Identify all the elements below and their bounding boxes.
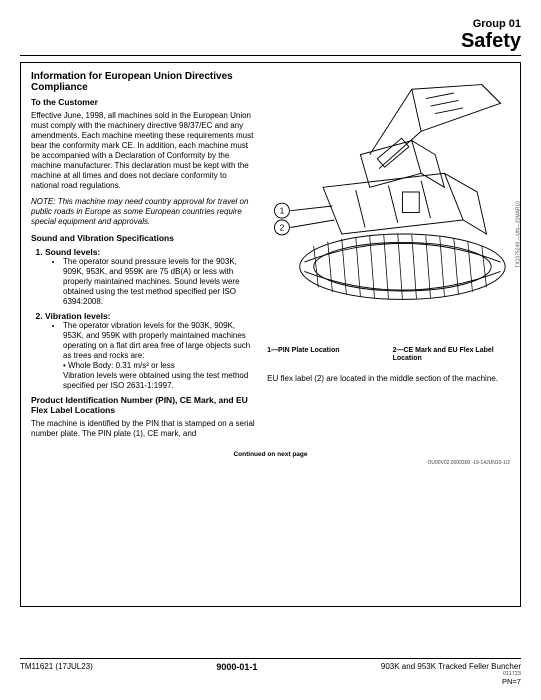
page-title: Safety	[20, 30, 521, 53]
header-rule	[20, 55, 521, 56]
pin-paragraph: The machine is identified by the PIN tha…	[31, 419, 255, 439]
continuation-paragraph: EU flex label (2) are located in the mid…	[267, 374, 510, 384]
footer-rule	[20, 658, 521, 659]
spec-heading: Sound and Vibration Specifications	[31, 233, 255, 243]
callout-2-label: 2	[280, 222, 285, 232]
vibration-sub2: Vibration levels were obtained using the…	[63, 371, 255, 391]
sound-levels-item: Sound levels: The operator sound pressur…	[45, 247, 255, 307]
page-footer: TM11621 (17JUL23) 9000-01-1 903K and 953…	[20, 658, 521, 686]
footer-page-number: PN=7	[381, 677, 521, 686]
right-column: 1 2 TX1075249 —UN—31MAR10 1—PIN Plate Lo…	[267, 71, 510, 445]
machine-diagram: 1 2	[267, 71, 510, 341]
page-code: OU90V02,0000300 -19-14JUN10-1/2	[31, 460, 510, 466]
caption-row: 1—PIN Plate Location 2—CE Mark and EU Fl…	[267, 347, 510, 364]
note-block: NOTE: This machine may need country appr…	[31, 197, 255, 227]
intro-paragraph: Effective June, 1998, all machines sold …	[31, 111, 255, 191]
group-number: Group 01	[20, 18, 521, 30]
vibration-levels-label: Vibration levels:	[45, 311, 111, 321]
vibration-bullet: The operator vibration levels for the 90…	[63, 321, 255, 391]
caption-2: 2—CE Mark and EU Flex Label Location	[393, 347, 510, 364]
page-group-header: Group 01 Safety	[20, 18, 521, 53]
sound-bullet: The operator sound pressure levels for t…	[63, 257, 255, 307]
note-text: This machine may need country approval f…	[31, 197, 248, 226]
vibration-levels-item: Vibration levels: The operator vibration…	[45, 311, 255, 391]
note-label: NOTE:	[31, 197, 55, 206]
image-reference-code: TX1075249 —UN—31MAR10	[516, 201, 522, 268]
footer-product: 903K and 953K Tracked Feller Buncher	[381, 662, 521, 671]
pin-heading: Product Identification Number (PIN), CE …	[31, 395, 255, 415]
to-customer-heading: To the Customer	[31, 97, 255, 107]
vibration-sub1: • Whole Body: 0.31 m/s² or less	[63, 361, 255, 371]
footer-center: 9000-01-1	[216, 662, 257, 672]
caption-1: 1—PIN Plate Location	[267, 347, 384, 364]
callout-1-label: 1	[280, 205, 285, 215]
sound-levels-label: Sound levels:	[45, 247, 100, 257]
vibration-bullet-text: The operator vibration levels for the 90…	[63, 321, 250, 360]
continued-next-page: Continued on next page	[31, 451, 510, 458]
spec-list: Sound levels: The operator sound pressur…	[31, 247, 255, 391]
footer-right: 903K and 953K Tracked Feller Buncher 011…	[381, 662, 521, 686]
content-frame: Information for European Union Directive…	[20, 62, 521, 607]
footer-left: TM11621 (17JUL23)	[20, 662, 93, 671]
left-column: Information for European Union Directive…	[31, 71, 255, 445]
section-title: Information for European Union Directive…	[31, 71, 255, 93]
